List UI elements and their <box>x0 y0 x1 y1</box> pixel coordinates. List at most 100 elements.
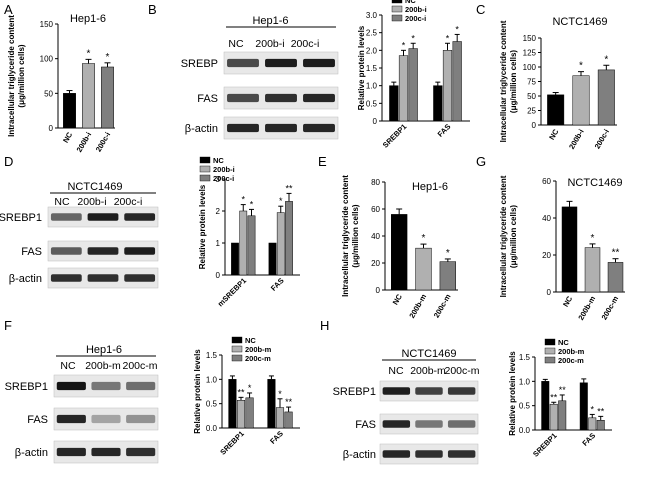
lane-label: 200b-i <box>255 38 284 50</box>
panel-letter-C: C <box>476 2 485 17</box>
x-tick-label: mSREBP1 <box>216 276 248 308</box>
bar <box>231 242 239 276</box>
y-axis-label: Relative protein levels <box>193 349 202 434</box>
bar <box>245 397 254 429</box>
legend-swatch <box>544 347 556 355</box>
legend-swatch <box>391 5 403 13</box>
legend-swatch <box>544 338 556 346</box>
bar <box>588 417 597 431</box>
y-tick-label: 0.5 <box>519 402 531 411</box>
y-tick-label: 20 <box>371 259 380 268</box>
y-tick-label: 1.0 <box>366 82 378 91</box>
western-blot-D: NCTC1469 NC 200b-i 200c-i SREBP1 FAS β-actin <box>0 181 159 289</box>
legend-label: 200c-i <box>213 174 234 183</box>
significance-mark: * <box>446 33 450 43</box>
y-tick-label: 1 <box>216 239 221 248</box>
blot-band <box>87 213 119 221</box>
bar <box>597 69 615 126</box>
bar <box>268 242 277 276</box>
blot-band <box>265 93 297 103</box>
bar <box>285 201 293 276</box>
blot-band <box>50 274 82 282</box>
chart-C: 0 25 50 75 100 125 150 Intracellular triglyceri… <box>499 16 617 151</box>
lane-label: 200c-i <box>114 196 143 208</box>
blot-band <box>91 414 121 424</box>
blot-band <box>303 58 335 68</box>
blot-row-label: β-actin <box>343 449 376 461</box>
chart-title: NCTC1469 <box>552 16 607 28</box>
y-tick-label: 0.0 <box>519 426 531 435</box>
y-tick-label: 1.5 <box>366 64 378 73</box>
lane-label: 200b-m <box>85 360 121 372</box>
bar <box>596 420 605 431</box>
lane-label: NC <box>60 360 76 372</box>
blot-band <box>415 450 443 458</box>
blot-title: NCTC1469 <box>67 181 122 193</box>
x-tick-label: 200b-i <box>75 131 94 154</box>
y-axis-label-line: (μg/million cells) <box>17 44 26 107</box>
chart-G: 0 20 40 60 Intracellular triglyceride conten… <box>499 175 625 322</box>
y-tick-label: 3 <box>216 175 221 184</box>
bar <box>584 247 601 293</box>
x-tick-label: SREBP1 <box>218 429 246 457</box>
bar <box>63 93 76 129</box>
blot-band <box>227 58 259 68</box>
bar <box>415 247 432 291</box>
significance-mark: * <box>604 54 608 65</box>
blot-band <box>124 274 156 282</box>
significance-mark: ** <box>597 406 605 416</box>
significance-mark: * <box>402 40 406 50</box>
x-tick-label: NC <box>391 292 405 306</box>
bar <box>452 41 462 122</box>
panel-letter-H: H <box>320 318 329 333</box>
legend-label: 200c-m <box>245 354 271 363</box>
significance-mark: * <box>590 404 594 414</box>
y-tick-label: 3.0 <box>366 11 378 20</box>
blot-band <box>126 381 156 391</box>
lane-label: 200b-i <box>77 196 106 208</box>
y-tick-label: 80 <box>371 178 380 187</box>
x-tick-label: NC <box>561 294 575 308</box>
significance-mark: ** <box>237 387 245 397</box>
legend-swatch <box>199 156 211 164</box>
y-tick-label: 1.0 <box>206 375 218 384</box>
panel-letters: A B C D E G F H <box>4 2 486 333</box>
blot-band <box>50 247 82 255</box>
panel-letter-F: F <box>4 318 12 333</box>
y-tick-label: 1.5 <box>519 353 531 362</box>
bar <box>247 215 256 276</box>
bar <box>82 63 95 129</box>
y-tick-label: 75 <box>527 78 536 87</box>
y-axis-label: Intracellular triglyceride content(μg/mi… <box>499 175 518 297</box>
chart-title: NCTC1469 <box>567 177 622 189</box>
bar <box>579 382 588 431</box>
legend-swatch <box>391 0 403 4</box>
significance-mark: ** <box>559 385 567 395</box>
significance-mark: * <box>422 233 426 244</box>
y-axis-label: Intracellular triglyceride content(μg/mi… <box>341 175 360 297</box>
bar <box>276 212 285 276</box>
panel-letter-A: A <box>4 2 13 17</box>
lane-label: 200c-m <box>444 365 479 377</box>
bar <box>284 411 293 429</box>
y-tick-label: 0 <box>376 286 381 295</box>
legend-label: NC <box>405 0 416 5</box>
y-axis-label-line: Intracellular triglyceride content <box>341 175 350 297</box>
y-tick-label: 0 <box>216 271 221 280</box>
blot-row-label: FAS <box>197 93 218 105</box>
y-tick-label: 0.0 <box>206 424 218 433</box>
blot-row-label: SREBP1 <box>0 212 42 224</box>
bar <box>398 55 409 122</box>
blot-band <box>56 414 86 424</box>
bar <box>607 262 624 293</box>
blot-band <box>56 381 86 391</box>
bar <box>239 210 248 276</box>
y-axis-label-line: (μg/million cells) <box>351 204 360 267</box>
legend-label: 200b-m <box>558 347 585 356</box>
x-tick-label: FAS <box>268 429 285 446</box>
lane-label: 200b-m <box>410 365 446 377</box>
